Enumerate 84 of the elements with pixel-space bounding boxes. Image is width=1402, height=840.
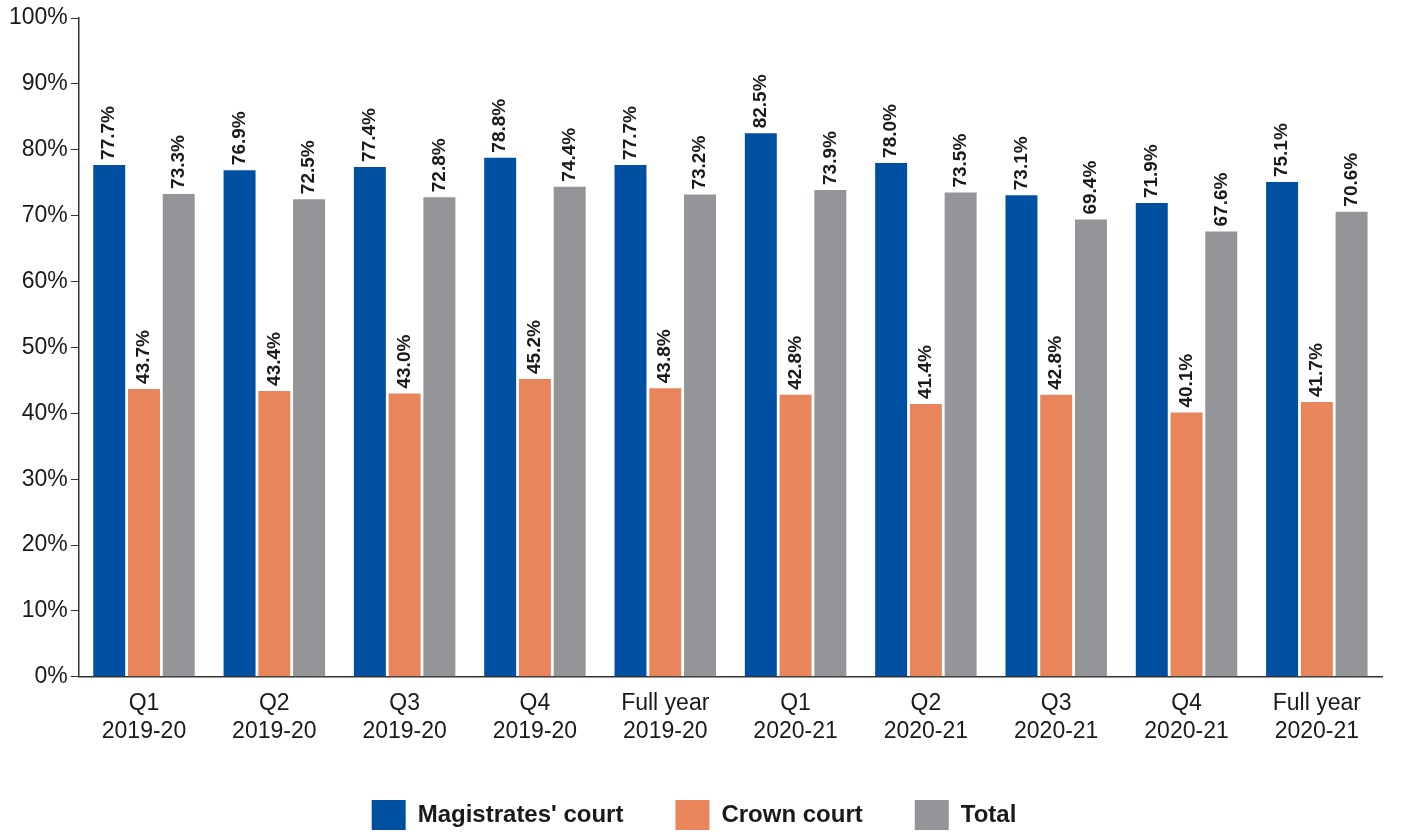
y-tick-label: 90%: [21, 69, 68, 96]
y-tick-label: 50%: [21, 332, 68, 359]
bar: [1005, 195, 1038, 677]
data-label: 76.9%: [227, 111, 249, 166]
data-label: 73.1%: [1009, 136, 1031, 191]
bar: [744, 133, 777, 677]
data-label: 78.8%: [488, 98, 510, 153]
data-label: 43.4%: [262, 331, 284, 386]
data-label: 71.9%: [1140, 144, 1162, 199]
data-label: 78.0%: [879, 103, 901, 158]
bar: [423, 197, 456, 677]
data-label: 43.7%: [132, 329, 154, 384]
x-tick-label: Full year 2020-21: [1272, 688, 1362, 743]
x-tick-label: Q2 2019-20: [232, 688, 317, 743]
data-label: 43.8%: [653, 329, 675, 384]
bar: [388, 393, 421, 677]
data-label: 42.8%: [783, 335, 805, 390]
data-label: 67.6%: [1209, 172, 1231, 227]
legend-label: Magistrates' court: [417, 799, 624, 827]
y-tick-label: 0%: [34, 662, 68, 689]
bar: [93, 164, 126, 677]
bar: [258, 390, 291, 677]
data-label: 73.2%: [688, 135, 710, 190]
bar: [128, 388, 160, 677]
data-label: 70.6%: [1339, 152, 1361, 207]
bar: [162, 193, 195, 677]
data-label: 42.8%: [1044, 335, 1066, 390]
bar: [814, 189, 847, 677]
y-tick-label: 60%: [21, 266, 68, 293]
bar: [909, 404, 942, 677]
y-tick-label: 80%: [21, 135, 68, 162]
bar: [223, 170, 256, 677]
bar: [684, 194, 716, 677]
bar: [1335, 211, 1368, 677]
data-label: 77.4%: [358, 107, 380, 162]
bar: [553, 186, 586, 677]
bar: [353, 166, 386, 677]
data-label: 43.0%: [392, 334, 414, 389]
x-tick-label: Q3 2019-20: [362, 688, 447, 743]
data-label: 41.7%: [1305, 343, 1327, 398]
y-tick-label: 40%: [21, 398, 68, 425]
bar: [1170, 412, 1203, 677]
bar: [944, 192, 977, 677]
bar: [293, 199, 326, 677]
data-label: 75.1%: [1270, 123, 1292, 178]
y-tick-label: 70%: [21, 200, 68, 227]
x-tick-label: Full year 2019-20: [621, 688, 710, 743]
bar: [1205, 231, 1238, 677]
x-tick-label: Q1 2020-21: [753, 688, 838, 743]
bar: [1300, 402, 1333, 677]
y-tick-label: 100%: [9, 3, 68, 30]
data-label: 69.4%: [1079, 160, 1101, 215]
bar: [1266, 182, 1299, 677]
y-tick-label: 20%: [21, 530, 68, 557]
bar: [518, 379, 551, 677]
x-tick-label: Q1 2019-20: [101, 688, 187, 743]
legend-label: Total: [960, 799, 1017, 827]
y-tick-label: 10%: [21, 596, 68, 623]
bar: [1040, 394, 1073, 677]
bar: [779, 394, 812, 677]
bar: [484, 157, 517, 677]
y-tick-label: 30%: [21, 464, 68, 491]
x-tick-label: Q4 2019-20: [492, 688, 578, 743]
data-label: 74.4%: [557, 127, 579, 182]
bar: [875, 162, 908, 677]
x-tick-label: Q2 2020-21: [883, 688, 969, 743]
bar: [1074, 219, 1107, 677]
data-label: 40.1%: [1174, 353, 1196, 408]
data-label: 45.2%: [523, 320, 545, 375]
data-label: 77.7%: [97, 105, 119, 160]
data-label: 72.8%: [427, 138, 449, 193]
bar: [614, 164, 647, 677]
data-label: 77.7%: [618, 105, 640, 160]
data-label: 82.5%: [749, 74, 771, 129]
data-label: 41.4%: [914, 345, 936, 400]
data-label: 73.9%: [818, 130, 840, 185]
legend-label: Crown court: [721, 799, 863, 827]
x-tick-label: Q4 2020-21: [1144, 688, 1229, 743]
data-label: 73.5%: [948, 133, 970, 188]
x-tick-label: Q3 2020-21: [1014, 688, 1099, 743]
bar: [1135, 203, 1168, 677]
data-label: 73.3%: [166, 134, 188, 189]
bar: [649, 388, 682, 677]
data-label: 72.5%: [297, 140, 319, 195]
